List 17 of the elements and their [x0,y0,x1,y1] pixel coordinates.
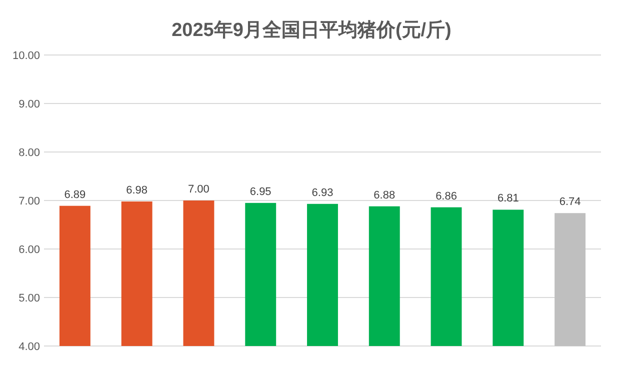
y-tick-label: 5.00 [18,292,40,304]
y-tick-label: 6.00 [18,244,40,256]
data-label: 6.95 [250,186,272,198]
data-label: 7.00 [188,184,210,196]
data-label: 6.86 [436,190,457,202]
y-tick-label: 7.00 [18,196,40,208]
y-tick-label: 10.00 [12,50,40,62]
y-tick-label: 4.00 [18,341,40,353]
data-label: 6.89 [64,188,86,201]
data-label: 6.88 [374,189,396,202]
y-tick-label: 9.00 [18,98,40,110]
data-label: 6.98 [126,184,148,196]
y-tick-label: 8.00 [18,147,40,159]
data-label: 6.93 [312,186,334,199]
chart-title: 2025年9月全国日平均猪价(元/斤) [172,19,452,41]
data-label: 6.81 [497,192,519,205]
data-label: 6.74 [559,196,581,208]
